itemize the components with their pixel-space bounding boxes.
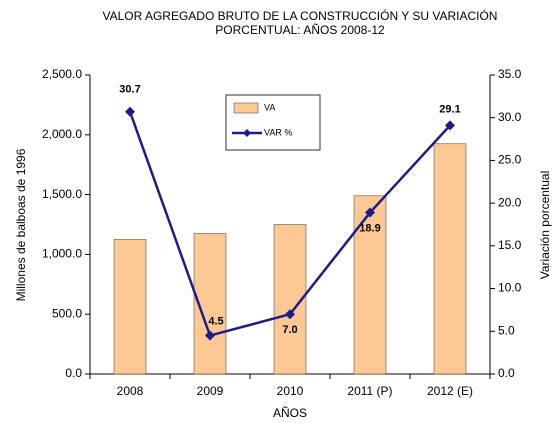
bar bbox=[433, 143, 467, 375]
y2-tick-label: 0.0 bbox=[498, 366, 515, 380]
chart-title: VALOR AGREGADO BRUTO DE LA CONSTRUCCIÓN … bbox=[103, 8, 498, 23]
legend-swatch bbox=[233, 102, 259, 114]
y2-tick-label: 35.0 bbox=[498, 67, 522, 81]
y2-tick-label: 30.0 bbox=[498, 110, 522, 124]
x-tick-label: 2011 (P) bbox=[347, 384, 392, 398]
legend-label: VA bbox=[264, 102, 275, 112]
line-marker bbox=[365, 207, 375, 218]
line-marker bbox=[205, 330, 215, 341]
x-tick-label: 2012 (E) bbox=[427, 384, 473, 398]
data-label: 30.7 bbox=[119, 84, 140, 96]
line-marker bbox=[125, 106, 135, 117]
y-tick-label: 2,500.0 bbox=[42, 67, 82, 81]
x-tick-label: 2010 bbox=[277, 384, 304, 398]
chart-title: PORCENTUAL: AÑOS 2008-12 bbox=[215, 23, 385, 37]
y2-tick-label: 20.0 bbox=[498, 195, 522, 209]
y-tick-label: 1,000.0 bbox=[42, 247, 82, 261]
y-axis-label: Millones de balboas de 1996 bbox=[14, 148, 28, 301]
y-tick-label: 500.0 bbox=[52, 306, 82, 320]
x-tick-label: 2009 bbox=[197, 384, 224, 398]
data-label: 18.9 bbox=[359, 222, 380, 234]
x-axis-label: AÑOS bbox=[273, 406, 307, 420]
y2-axis-label: Variación porcentual bbox=[538, 171, 552, 280]
legend-label: VAR % bbox=[264, 127, 292, 137]
y2-tick-label: 5.0 bbox=[498, 323, 515, 337]
legend-marker bbox=[243, 129, 251, 137]
y-tick-label: 0.0 bbox=[65, 366, 82, 380]
bar bbox=[113, 239, 147, 375]
y2-tick-label: 10.0 bbox=[498, 281, 522, 295]
line-marker bbox=[285, 309, 295, 320]
line-marker bbox=[445, 120, 455, 131]
y-tick-label: 1,500.0 bbox=[42, 187, 82, 201]
y2-tick-label: 15.0 bbox=[498, 238, 522, 252]
x-tick-label: 2008 bbox=[117, 384, 144, 398]
y2-tick-label: 25.0 bbox=[498, 153, 522, 167]
data-label: 29.1 bbox=[439, 103, 460, 115]
y-tick-label: 2,000.0 bbox=[42, 127, 82, 141]
data-label: 4.5 bbox=[208, 315, 223, 327]
data-label: 7.0 bbox=[282, 324, 297, 336]
